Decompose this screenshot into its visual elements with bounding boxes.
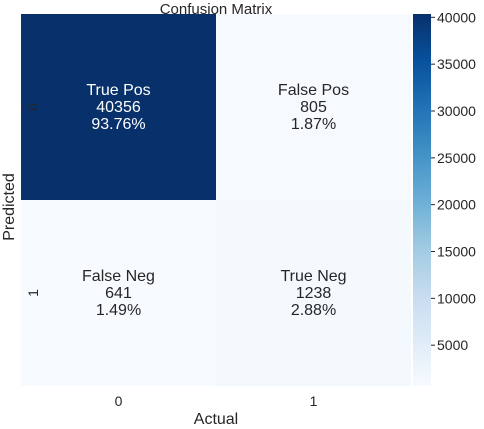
- chart-title: Confusion Matrix: [160, 1, 273, 18]
- cell-label-true-neg-0: True Neg: [280, 268, 346, 285]
- heatmap-cell-true-neg: [216, 200, 411, 386]
- cell-label-false-pos-2: 1.87%: [291, 116, 336, 133]
- cell-label-true-neg-2: 2.88%: [291, 302, 336, 319]
- y-tick-label: 0: [25, 103, 41, 111]
- x-tick-label: 0: [115, 393, 123, 409]
- heatmap-cell-true-pos: [21, 14, 216, 200]
- cell-label-true-pos-2: 93.76%: [91, 116, 145, 133]
- colorbar-tick-label: 35000: [437, 56, 476, 72]
- colorbar-tick-label: 30000: [437, 103, 476, 119]
- x-tick-label: 1: [310, 393, 318, 409]
- colorbar: [413, 14, 431, 386]
- y-axis-label: Predicted: [1, 173, 18, 241]
- cell-label-false-neg-0: False Neg: [82, 268, 155, 285]
- colorbar-tick-label: 15000: [437, 244, 476, 260]
- cell-label-false-pos-1: 805: [300, 99, 327, 116]
- cell-label-false-neg-2: 1.49%: [96, 302, 141, 319]
- colorbar-ticks: 5000 10000 15000 20000 25000 30000 35000 40000: [431, 9, 476, 353]
- colorbar-tick-label: 40000: [437, 9, 476, 25]
- cell-label-true-neg-1: 1238: [296, 285, 332, 302]
- colorbar-tick-label: 20000: [437, 197, 476, 213]
- heatmap-cell-false-pos: [216, 14, 411, 200]
- cell-label-false-pos-0: False Pos: [278, 82, 349, 99]
- heatmap-cell-false-neg: [21, 200, 216, 386]
- colorbar-tick-label: 25000: [437, 150, 476, 166]
- y-tick-label: 1: [25, 289, 41, 297]
- colorbar-tick-label: 5000: [437, 337, 468, 353]
- heatmap-cells: [21, 14, 411, 386]
- colorbar-tick-label: 10000: [437, 290, 476, 306]
- cell-label-false-neg-1: 641: [105, 285, 132, 302]
- cell-label-true-pos-0: True Pos: [86, 82, 150, 99]
- cell-label-true-pos-1: 40356: [96, 99, 141, 116]
- y-axis-ticks: 01: [25, 103, 41, 297]
- x-axis-label: Actual: [194, 411, 238, 428]
